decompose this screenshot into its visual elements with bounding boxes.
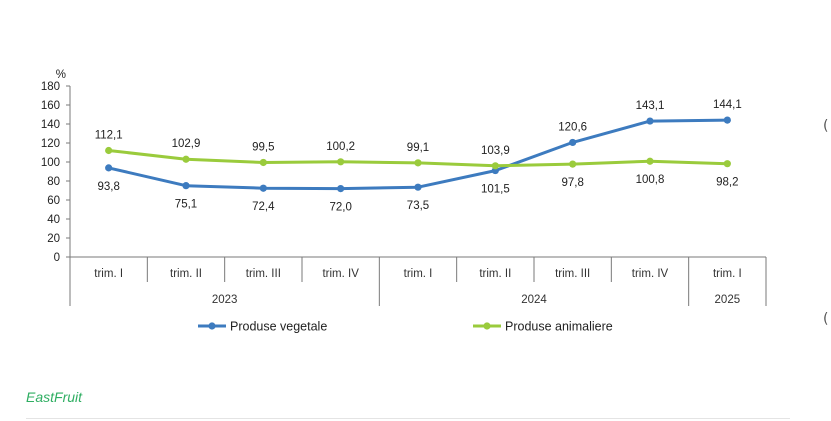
x-category-label: trim. IV	[322, 268, 359, 280]
edge-glyph-bottom: (	[823, 311, 829, 327]
edge-glyph-top: (	[823, 118, 829, 134]
data-point	[723, 160, 731, 168]
x-category-label: trim. II	[170, 268, 202, 280]
legend: Produse vegetale Produse animaliere	[198, 320, 613, 334]
x-year-label: 2025	[715, 294, 741, 306]
legend-swatch-marker	[208, 322, 216, 330]
data-label: 99,5	[252, 141, 274, 153]
x-category-label: trim. II	[479, 268, 511, 280]
data-point	[337, 158, 345, 166]
y-unit-label: %	[56, 69, 66, 81]
data-point	[491, 162, 499, 170]
x-year-label: 2024	[521, 294, 547, 306]
series-line-1	[107, 118, 729, 191]
data-point	[569, 138, 577, 147]
x-axis: trim. I trim. II trim. III trim. IV trim. I t…	[69, 256, 767, 306]
legend-swatch-marker	[483, 322, 491, 330]
data-point	[182, 155, 190, 163]
data-label: 100,8	[636, 174, 665, 186]
series-layer: 93,8 75,1 72,4 72,0 73,5 101,5 120,6 143,1 144,1…	[95, 99, 742, 213]
data-label: 97,8	[561, 177, 583, 189]
data-label: 143,1	[636, 100, 665, 112]
y-tick-label: 0	[54, 252, 60, 264]
y-tick-label: 40	[47, 214, 60, 226]
data-point	[723, 116, 731, 124]
data-label: 103,9	[481, 145, 510, 157]
data-label: 98,2	[716, 177, 738, 189]
x-category-label: trim. I	[404, 268, 433, 280]
y-tick-label: 60	[47, 195, 60, 207]
y-tick-label: 80	[47, 176, 60, 188]
data-point	[646, 157, 654, 165]
data-point	[569, 160, 577, 168]
data-label: 102,9	[172, 138, 201, 150]
y-tick-label: 180	[41, 81, 60, 93]
y-tick-label: 120	[41, 138, 60, 150]
data-point	[337, 185, 345, 193]
data-label: 120,6	[558, 121, 587, 133]
y-tick-label: 160	[41, 100, 60, 112]
brand-logo-text: EastFruit	[26, 389, 83, 405]
data-point	[182, 182, 190, 190]
data-point	[105, 164, 113, 172]
x-category-label: trim. I	[713, 268, 742, 280]
divider	[26, 418, 790, 419]
data-point	[105, 146, 113, 155]
y-tick-label: 20	[47, 233, 60, 245]
data-label: 144,1	[713, 99, 742, 111]
data-label: 101,5	[481, 184, 510, 196]
legend-label: Produse vegetale	[230, 320, 327, 334]
y-tick-label: 100	[41, 157, 60, 169]
data-point	[414, 159, 422, 167]
x-category-label: trim. III	[246, 268, 281, 280]
x-year-label: 2023	[212, 294, 238, 306]
x-category-label: trim. IV	[632, 268, 669, 280]
legend-label: Produse animaliere	[505, 320, 613, 334]
x-category-label: trim. I	[94, 268, 123, 280]
data-label: 72,0	[329, 202, 351, 214]
data-label: 73,5	[407, 200, 429, 212]
data-label: 99,1	[407, 142, 429, 154]
x-category-label: trim. III	[555, 268, 590, 280]
data-label: 75,1	[175, 199, 197, 211]
data-point	[259, 158, 267, 167]
y-axis: 0 20 40 60 80 100 120 140 160 180%	[41, 69, 71, 264]
data-label: 72,4	[252, 201, 275, 213]
data-label: 112,1	[95, 130, 123, 142]
data-point	[646, 117, 654, 125]
data-label: 100,2	[326, 141, 355, 153]
data-point	[259, 184, 267, 192]
data-label: 93,8	[97, 181, 119, 193]
y-tick-label: 140	[41, 119, 60, 131]
data-point	[414, 183, 422, 191]
